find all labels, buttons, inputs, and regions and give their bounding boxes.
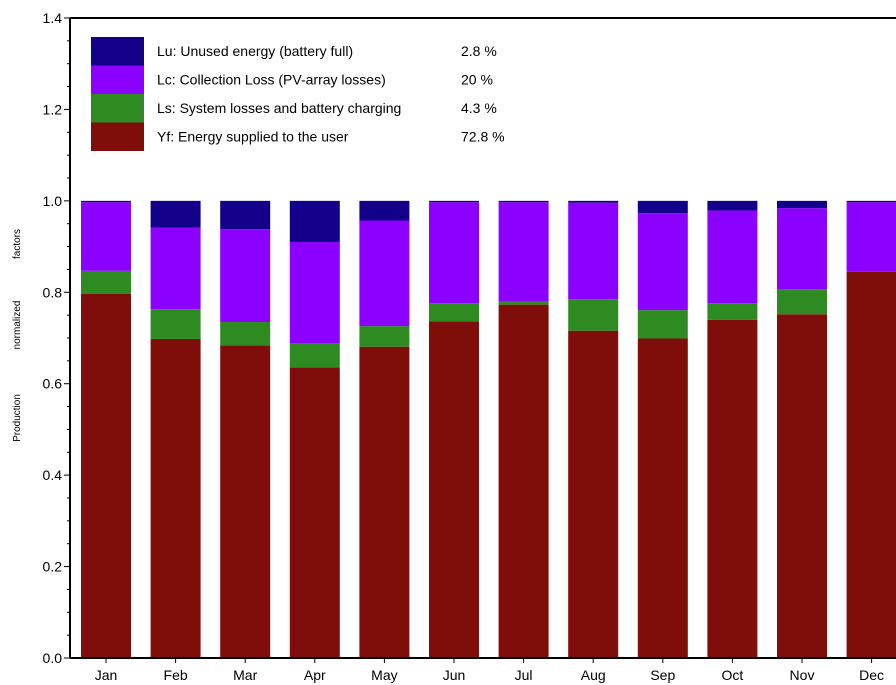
x-tick-label-feb: Feb <box>164 667 188 683</box>
y-tick-label: 0.0 <box>43 650 63 666</box>
legend-label-ls: Ls: System losses and battery charging <box>157 100 401 116</box>
bar-lc-jul <box>498 202 549 302</box>
bar-ls-nov <box>777 289 827 315</box>
axes <box>64 17 896 663</box>
bar-lc-nov <box>777 208 827 290</box>
y-axis-label: Production normalized factors <box>12 229 23 442</box>
y-tick-label: 0.2 <box>43 559 63 575</box>
bars <box>81 200 896 658</box>
bar-yf-jun <box>429 321 479 658</box>
bar-yf-nov <box>777 314 827 658</box>
bar-ls-oct <box>707 303 758 320</box>
bar-lc-sep <box>637 213 688 311</box>
legend-background <box>78 30 548 158</box>
x-tick-labels: Jan Feb Mar Apr May Jun Jul Aug Sep Oct Nov Dec <box>95 667 884 683</box>
x-tick-label-jan: Jan <box>95 667 118 683</box>
y-axis-label-word-1: Production <box>12 394 23 442</box>
bar-lu-apr <box>289 200 340 242</box>
bar-lc-apr <box>289 242 340 344</box>
legend-label-yf: Yf: Energy supplied to the user <box>157 129 349 145</box>
bar-lu-oct <box>707 200 758 211</box>
legend-swatch-lu <box>91 37 144 66</box>
bar-ls-aug <box>568 299 619 331</box>
y-tick-label: 0.4 <box>43 467 63 483</box>
bar-lu-mar <box>220 200 271 230</box>
bar-yf-oct <box>707 319 758 658</box>
x-tick-label-aug: Aug <box>581 667 606 683</box>
legend-share-yf: 72.8 % <box>461 129 505 145</box>
bar-yf-jul <box>498 304 549 658</box>
bar-yf-dec <box>846 271 896 658</box>
bar-lc-may <box>359 220 410 327</box>
bar-ls-jan <box>81 270 131 294</box>
bar-lu-jul <box>498 200 549 203</box>
bar-lu-aug <box>568 200 619 203</box>
bar-yf-aug <box>568 330 619 658</box>
bar-lu-dec <box>846 200 896 203</box>
y-axis-label-word-3: factors <box>12 229 23 259</box>
bar-yf-mar <box>220 345 271 658</box>
bar-lu-may <box>359 200 410 221</box>
bar-lu-feb <box>150 200 201 228</box>
bar-yf-jan <box>81 293 131 658</box>
y-tick-label: 0.6 <box>43 376 63 392</box>
bar-ls-mar <box>220 322 271 346</box>
x-tick-label-jun: Jun <box>443 667 466 683</box>
legend-share-lu: 2.8 % <box>461 43 497 59</box>
bar-lu-jan <box>81 200 131 203</box>
bar-lu-sep <box>637 200 688 214</box>
bar-lu-jun <box>429 200 479 203</box>
x-tick-label-apr: Apr <box>304 667 326 683</box>
x-tick-label-mar: Mar <box>233 667 257 683</box>
x-tick-label-oct: Oct <box>722 667 744 683</box>
bar-lc-aug <box>568 202 619 300</box>
legend-swatch-ls <box>91 94 144 123</box>
bar-yf-may <box>359 346 410 658</box>
bar-ls-jul <box>498 301 549 305</box>
bar-lc-oct <box>707 210 758 304</box>
bar-lc-jan <box>81 202 131 271</box>
bar-ls-feb <box>150 309 201 339</box>
bar-yf-apr <box>289 367 340 658</box>
x-tick-label-sep: Sep <box>650 667 675 683</box>
legend-share-ls: 4.3 % <box>461 100 497 116</box>
bar-yf-sep <box>637 338 688 658</box>
y-tick-label: 0.8 <box>43 284 63 300</box>
x-tick-label-dec: Dec <box>859 667 884 683</box>
bar-lc-jun <box>429 202 479 304</box>
bar-ls-jun <box>429 303 479 322</box>
x-tick-label-nov: Nov <box>790 667 815 683</box>
legend-swatch-yf <box>91 122 144 151</box>
legend-label-lc: Lc: Collection Loss (PV-array losses) <box>157 72 386 88</box>
y-tick-label: 1.2 <box>43 101 63 117</box>
bar-ls-apr <box>289 343 340 368</box>
legend-share-lc: 20 % <box>461 72 493 88</box>
bar-lc-feb <box>150 227 201 310</box>
bar-lu-nov <box>777 200 827 209</box>
y-tick-label: 1.0 <box>43 193 63 209</box>
x-tick-label-jul: Jul <box>515 667 533 683</box>
bar-ls-sep <box>637 310 688 339</box>
y-tick-labels: 0.0 0.2 0.4 0.6 0.8 1.0 1.2 1.4 <box>43 10 63 666</box>
bar-lc-mar <box>220 229 271 322</box>
y-tick-label: 1.4 <box>43 10 63 26</box>
y-axis-label-word-2: normalized <box>12 301 23 350</box>
bar-ls-may <box>359 326 410 347</box>
legend-label-lu: Lu: Unused energy (battery full) <box>157 43 353 59</box>
x-tick-label-may: May <box>371 667 397 683</box>
bar-yf-feb <box>150 338 201 658</box>
legend: Lu: Unused energy (battery full) 2.8 % Lc:… <box>78 30 548 158</box>
bar-lc-dec <box>846 202 896 272</box>
legend-swatch-lc <box>91 65 144 94</box>
